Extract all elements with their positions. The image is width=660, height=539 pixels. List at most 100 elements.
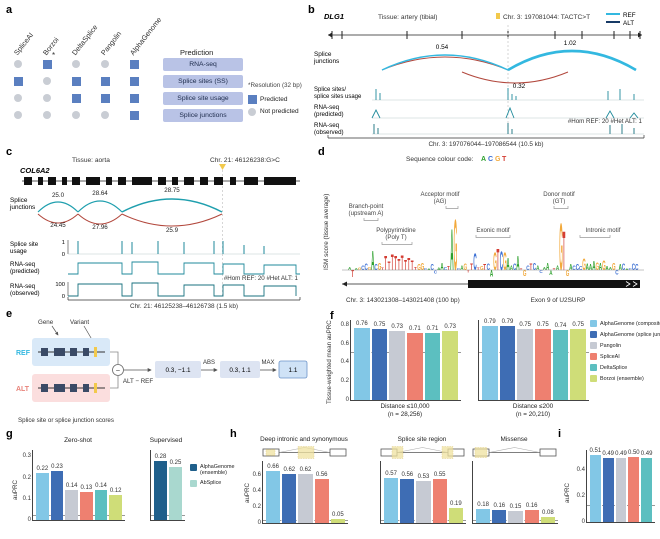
final-score-value: 1.1 [289, 367, 298, 374]
ism-letter: T [401, 252, 404, 276]
bar-value-label: 0.73 [444, 324, 456, 331]
rnaseq-predicted-signal [371, 106, 639, 119]
predicted-marker [100, 93, 110, 103]
bar-pangolin [615, 457, 627, 522]
bar-value-label: 0.15 [509, 504, 522, 511]
y-tick-label: 0 [62, 294, 65, 300]
ism-letter: T [520, 268, 524, 271]
ism-letter: C [539, 269, 543, 274]
chance-baseline [33, 514, 125, 516]
not-predicted-marker [72, 111, 80, 119]
legend-item: AlphaGenome (composite) [590, 320, 660, 327]
junction-scores: 25.0 28.64 28.75 24.45 27.96 25.9 [50, 187, 180, 234]
exon-bar [468, 280, 640, 288]
bar-value-label: 0.13 [80, 485, 93, 492]
x-axis [67, 297, 301, 301]
ism-letter: A [569, 264, 572, 273]
chart-splice-site-region: 0.57 0.56 0.53 0.55 0.19 [380, 461, 466, 524]
ism-letter: T [530, 261, 533, 272]
ism-letter: C [533, 261, 537, 273]
y-tick-label: 0.6 [252, 472, 261, 479]
y-tick-label: 0 [257, 520, 261, 526]
final-score-box [278, 360, 308, 379]
chart-missense: 0.18 0.16 0.15 0.16 0.08 [472, 461, 558, 524]
exons [24, 177, 296, 185]
bar-value-label: 0.66 [267, 463, 279, 470]
method-column-label: DeltaSplice [69, 22, 100, 57]
legend-item: AbSplice [190, 480, 234, 488]
caption-line: (n = 20,210) [515, 410, 551, 418]
bar-value-label: 0.57 [385, 470, 397, 477]
resolution-asterisk: * [52, 51, 56, 60]
predicted-marker [129, 76, 139, 86]
bar-spliceai [524, 510, 539, 523]
rnaseq-observed-label: RNA-seq [10, 283, 36, 290]
variant-class-schematic-deep-intronic [262, 446, 347, 459]
caption-line: Distance ≤10,000 [380, 403, 430, 410]
caption-line: Distance ≤200 [512, 403, 554, 410]
legend-item: AlphaGenome (splice junction) [590, 331, 660, 338]
chance-baseline [351, 351, 461, 353]
ism-letter: G [596, 260, 600, 273]
annotation-brackets [363, 206, 611, 245]
bar-pangolin [389, 331, 405, 400]
not-predicted-marker [14, 111, 22, 119]
bar-value-label: 0.73 [391, 324, 403, 331]
chart-title: Missense [500, 436, 528, 443]
ism-letter: A [371, 246, 374, 277]
ism-letter: T [563, 221, 566, 283]
bar-spliceai [80, 492, 93, 520]
bar-alphagenome-splice-junction- [282, 473, 297, 523]
ism-letter: T [477, 266, 480, 270]
chart-panel-i: 0 0.2 0.4 0.51 0.49 0.49 0.50 0.49 [577, 448, 655, 525]
formula-label: ALT − REF [123, 378, 153, 385]
ism-letter: C [431, 264, 434, 273]
ism-letter: T [351, 268, 354, 280]
gene-pointer-label: Gene [38, 319, 54, 326]
ism-letter: T [467, 269, 470, 273]
junction-arcs-down [37, 213, 223, 227]
svg-text:25.0: 25.0 [52, 192, 65, 199]
motif-annotations: Branch-point (upstream A) Polypyrimidine… [349, 191, 621, 241]
bar-value-label: 0.76 [355, 321, 368, 328]
y-axis-title: ISM score (tissue average) [323, 194, 330, 270]
ism-letter: T [394, 253, 397, 275]
scores-box [155, 361, 201, 378]
ism-letter: T [483, 264, 486, 273]
ism-letter: T [381, 266, 384, 271]
svg-text:28.64: 28.64 [92, 190, 108, 197]
y-tick-label: 0 [581, 519, 585, 525]
ism-letter: G [602, 258, 606, 274]
ism-letter: C [622, 262, 625, 272]
svg-text:(Poly T): (Poly T) [385, 234, 406, 241]
y-tick-label: 0 [27, 517, 31, 523]
supervised-legend: AlphaGenome (ensemble) AbSplice [190, 464, 234, 491]
junction-arc-right [507, 49, 637, 72]
bar-alphagenome-composite- [266, 470, 281, 523]
y-tick-label: 0 [62, 252, 65, 258]
legend-label: AlphaGenome (composite) [600, 320, 660, 327]
ism-letter: A [556, 265, 559, 272]
bar-value-label: 0.53 [417, 473, 430, 480]
method-column-label: Borzoi [40, 35, 61, 57]
bar-alphagenome-composite- [590, 455, 601, 522]
bar-value-label: 0.49 [602, 450, 615, 457]
ism-letter: G [417, 264, 421, 273]
combine-connectors [110, 351, 119, 389]
panel-f-label: f [330, 310, 334, 322]
legend-item: Pangolin [590, 342, 660, 349]
variant-label: Chr. 3: 197081044: TACTC>T [503, 14, 590, 21]
bar-deltasplice [94, 490, 108, 520]
ism-letter: A [355, 268, 359, 271]
bar-alphagenome-splice-junction- [371, 329, 388, 400]
ism-letter: G [612, 261, 616, 273]
ism-letter: T [404, 258, 407, 274]
alt-variant-marker [94, 383, 97, 393]
abs-scores-box [220, 361, 260, 378]
bar-value-label: 0.75 [536, 322, 549, 329]
junction-score: 0.32 [513, 83, 526, 90]
method-column-label: SpliceAI [11, 30, 36, 57]
ism-letter: A [440, 261, 444, 273]
y-tick-label: 1 [62, 240, 65, 246]
x-axis-label: Chr. 3: 143021308–143021408 (100 bp) [346, 297, 460, 304]
